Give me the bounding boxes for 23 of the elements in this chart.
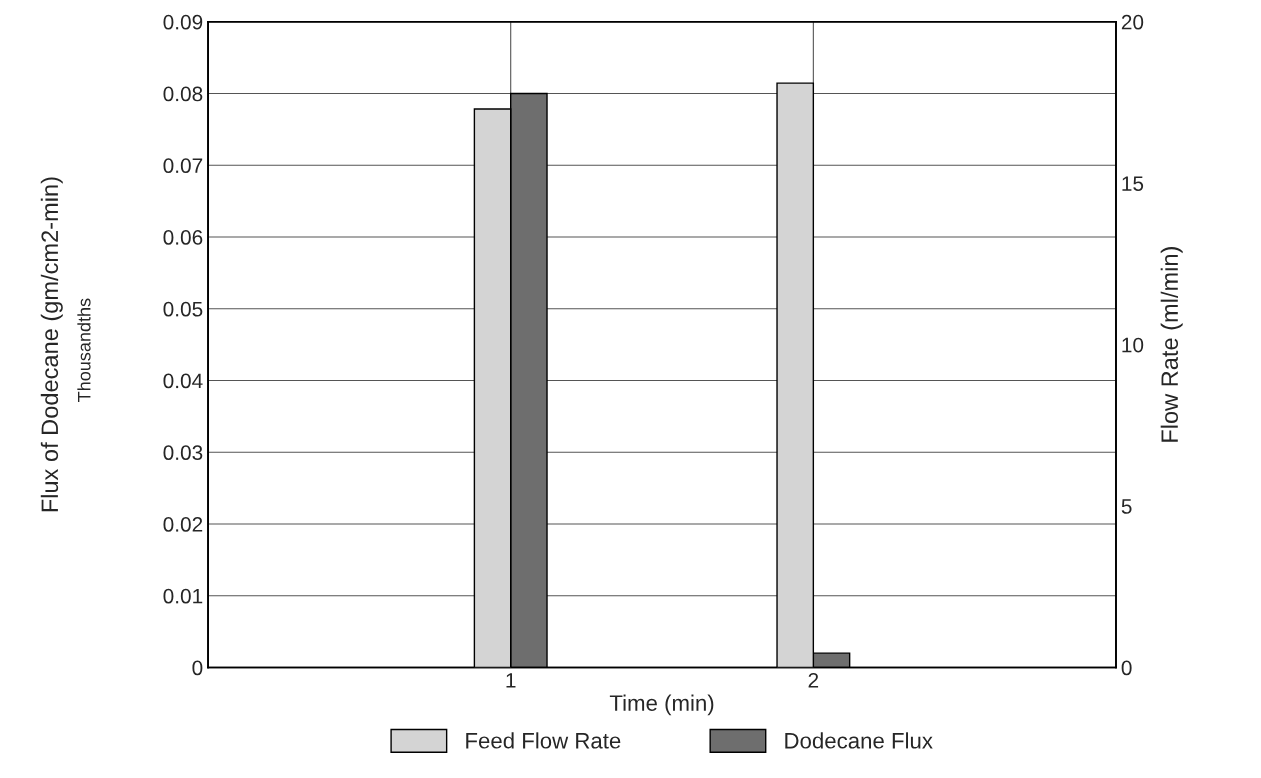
y-tick-label: 0.04 [163,373,203,389]
y-tick-label: 0.09 [163,14,203,30]
x-tick-label: 2 [808,672,819,688]
y-tick-label: 0.02 [163,517,203,532]
x-tick-label: 1 [506,673,516,688]
y2-tick-label: 5 [1121,499,1132,514]
y2-tick-label: 15 [1122,176,1144,191]
y2-tick-label: 0 [1121,660,1132,676]
y-tick-label: 0.05 [163,301,203,317]
text: Thousandths [77,298,91,402]
y-tick-label: 0.07 [163,158,203,174]
legend-label: Dodecane Flux [785,732,933,749]
y2-tick-label: 20 [1121,14,1144,30]
x-axis-title: Time (min) [609,694,714,716]
y2-tick-label: 10 [1122,337,1144,353]
y-tick-label: 0 [192,660,203,676]
y-tick-label: 0.03 [163,445,203,461]
y-tick-label: 0.08 [163,86,203,102]
y-tick-label: 0.06 [163,230,203,245]
y2-axis-title: Flow Rate (ml/min) [1160,247,1183,442]
y-axis-title: Flux of Dodecane (gm/cm2-min) [40,177,63,512]
legend-label: Feed Flow Rate [466,732,621,749]
y-tick-label: 0.01 [163,588,203,604]
